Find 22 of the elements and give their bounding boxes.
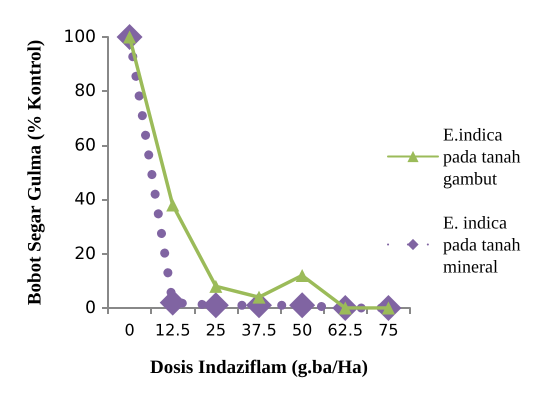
y-tick-label: 0 <box>85 298 96 318</box>
y-tick-label: 80 <box>74 81 96 102</box>
y-tick-label: 100 <box>64 27 96 47</box>
y-tick-label: 40 <box>74 190 96 210</box>
legend-label: E. indica pada tanah mineral <box>443 212 525 276</box>
x-tick-label: 75 <box>378 320 399 340</box>
point <box>296 268 309 282</box>
y-axis-title: Bobot Segar Gulma (% Kontrol) <box>24 40 46 306</box>
x-tick-label: 12.5 <box>154 320 191 340</box>
x-tick-label: 62.5 <box>327 320 364 340</box>
x-tick-label: 50 <box>292 320 312 340</box>
point <box>209 280 222 293</box>
x-tick-label: 0 <box>124 320 135 340</box>
x-axis-title: Dosis Indaziflam (g.ba/Ha) <box>150 357 368 378</box>
y-tick-label: 20 <box>74 244 96 264</box>
legend-label: E.indica pada tanah gambut <box>443 124 525 188</box>
x-tick-label: 37.5 <box>241 320 277 340</box>
point <box>289 292 316 318</box>
y-tick-label: 60 <box>74 135 96 156</box>
point <box>166 198 180 212</box>
x-tick-label: 25 <box>206 320 226 340</box>
point <box>252 290 266 304</box>
